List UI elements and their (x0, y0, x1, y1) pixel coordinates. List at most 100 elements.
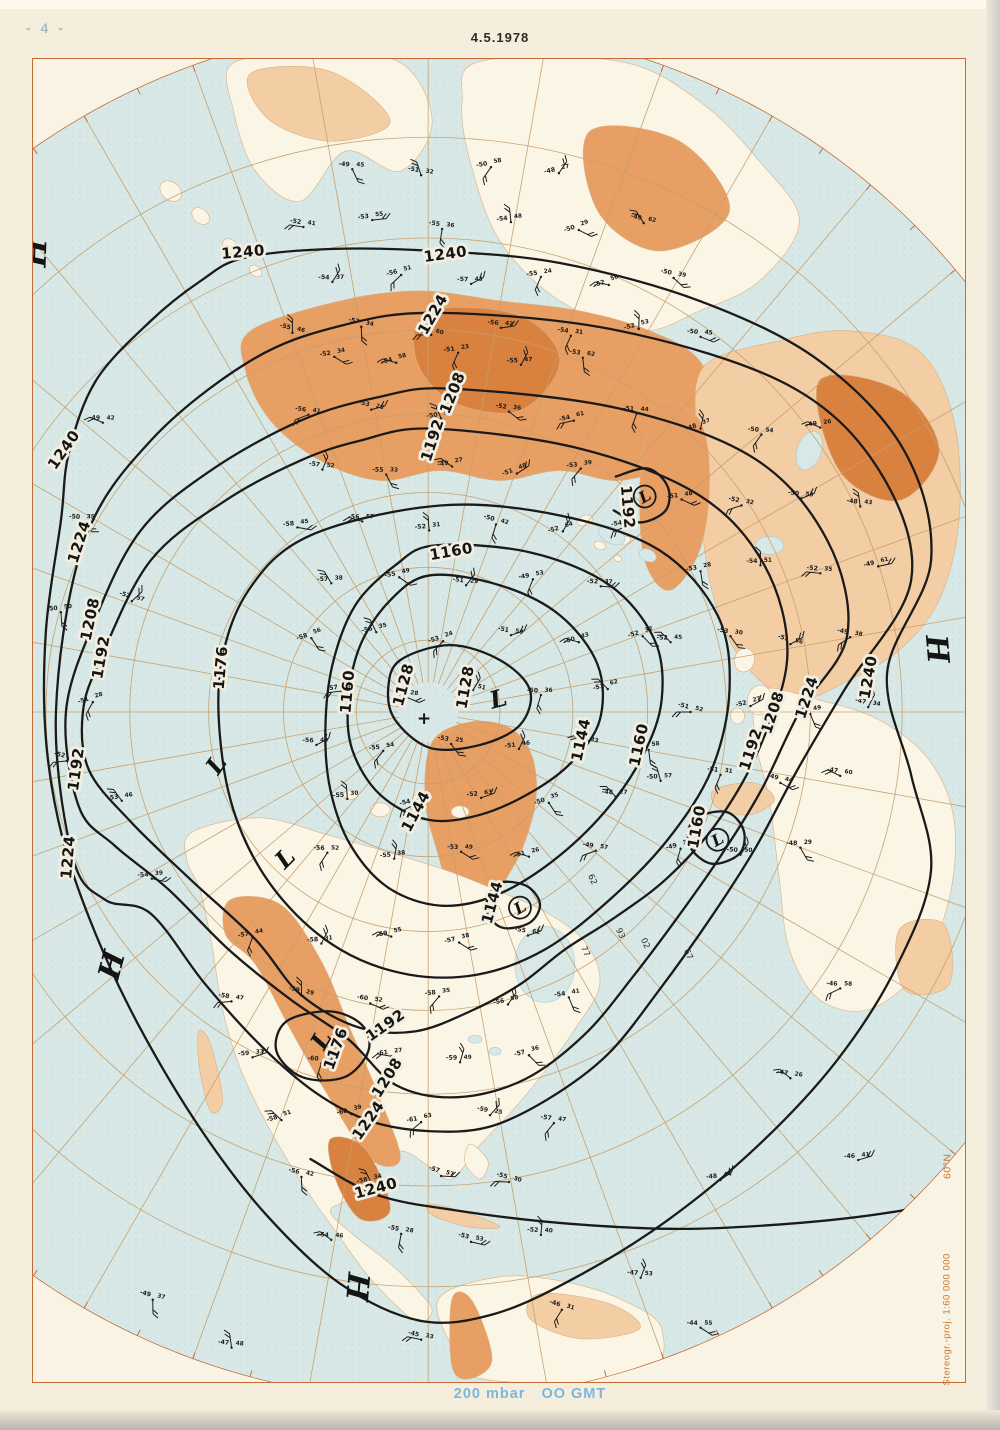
station-height-digits: 56 (312, 627, 321, 635)
wind-barb (571, 468, 582, 486)
station-temperature: -54 (746, 558, 758, 565)
contour-line (42, 247, 933, 1324)
station-height-digits: 32 (745, 499, 754, 507)
wind-barb (714, 774, 721, 795)
station-height-digits: 35 (442, 988, 451, 995)
station-height-digits: 45 (674, 635, 682, 641)
station-temperature: -57 (317, 576, 328, 583)
station-plot: -47 53 (627, 1258, 653, 1280)
wind-barb (470, 1239, 491, 1246)
station-temperature: -50 (634, 743, 646, 751)
station-height-digits: 45 (704, 330, 713, 337)
station-temperature: -51 (504, 742, 516, 750)
landmass (413, 307, 561, 414)
station-height-digits: 35 (378, 623, 387, 630)
station-plot: -50 59 (787, 486, 818, 500)
wind-barb (700, 336, 720, 343)
station-height-digits: 43 (580, 632, 589, 640)
wind-barb (409, 1121, 422, 1138)
station-temperature: -52 (806, 564, 818, 572)
aux-number: 67 (682, 947, 696, 961)
wind-barb (518, 729, 526, 750)
wind-barb (509, 851, 530, 858)
map-date-title: 4.5.1978 (470, 30, 530, 45)
station-plot: -57 44 (237, 928, 264, 957)
station-temperature: -51 (777, 633, 790, 643)
station-temperature: -58 (356, 1176, 368, 1185)
wind-barb (385, 474, 400, 490)
wind-barb (553, 1309, 563, 1329)
station-height-digits: 62 (609, 679, 618, 687)
wind-barb (106, 788, 123, 802)
station-plot: -51 31 (707, 765, 733, 795)
station-plot: -52 32 (725, 495, 754, 517)
station-temperature: -51 (677, 701, 690, 711)
station-height-digits: 40 (545, 1228, 554, 1235)
station-temperature: -53 (358, 399, 371, 409)
station-height-digits: 48 (684, 491, 693, 498)
station-temperature: -49 (518, 572, 530, 580)
station-height-digits: 47 (344, 682, 353, 689)
station-plot: -49 27 (434, 457, 463, 468)
station-height-digits: 56 (610, 274, 619, 282)
station-plot: -52 45 (654, 631, 682, 644)
station-temperature: -56 (302, 737, 313, 744)
station-height-digits: 34 (365, 320, 374, 328)
station-temperature: -57 (428, 1165, 441, 1175)
station-plot: -50 50 (726, 836, 753, 856)
station-height-digits: 26 (794, 1071, 803, 1078)
wind-barb (801, 571, 821, 578)
station-plot: -54 61 (556, 411, 585, 430)
wind-barb (360, 326, 368, 346)
wind-barb (363, 617, 377, 633)
station-plot: -49 33 (567, 732, 599, 745)
station-temperature: -52 (495, 402, 507, 410)
station-plot: -52 34 (319, 348, 353, 365)
station-height-digits: 41 (861, 1152, 869, 1158)
wind-barb (373, 750, 384, 769)
island (730, 707, 745, 725)
station-plot: -47 48 (218, 1329, 244, 1349)
station-plot: -51 26 (509, 847, 540, 859)
station-height-digits: 46 (522, 740, 531, 747)
aux-numbers: 62 77 93 02 67 (579, 872, 695, 961)
station-plot: -55 38 (379, 839, 406, 860)
geopotential-contours (42, 247, 946, 1324)
station-plot: -54 26 (610, 517, 637, 539)
wind-barb (319, 852, 328, 872)
station-height-digits: 45 (300, 519, 309, 526)
station-temperature: -52 (623, 322, 635, 331)
station-height-digits: 49 (464, 1055, 472, 1061)
wind-barb (351, 1113, 371, 1119)
station-height-digits: 48 (514, 213, 523, 220)
station-plot: -57 38 (317, 569, 343, 585)
station-temperature: -50 (476, 160, 488, 169)
station-temperature: -53 (427, 635, 440, 645)
station-plot: -50 43 (559, 632, 590, 645)
wind-barb (323, 690, 342, 699)
wind-barb (410, 158, 422, 176)
station-height-digits: 56 (794, 638, 803, 646)
station-plot: -56 42 (288, 1167, 314, 1196)
station-plot: -55 30 (333, 780, 359, 801)
station-temperature: -49 (630, 213, 642, 222)
station-plot: -48 27 (599, 785, 628, 799)
station-height-digits: 38 (335, 576, 343, 582)
station-plot: -53 55 (357, 211, 391, 222)
station-height-digits: 39 (353, 1104, 362, 1112)
station-temperature: -58 (266, 1114, 279, 1124)
island (613, 554, 622, 562)
wind-barb (852, 488, 861, 507)
wind-barb (317, 569, 332, 584)
wind-barb (578, 229, 598, 237)
wind-barb (247, 937, 253, 957)
station-height-digits: 38 (461, 933, 470, 941)
station-temperature: -55 (514, 926, 526, 935)
station-plot: -50 55 (426, 402, 452, 420)
wind-barb (371, 931, 392, 938)
station-plot: -55 46 (279, 314, 306, 334)
projection-scale-text: Stereogr.-proj. 1:60 000 000 (941, 1253, 953, 1386)
station-temperature: -51 (501, 467, 514, 477)
wind-barb (398, 576, 418, 586)
station-plot: -53 24 (427, 631, 454, 659)
